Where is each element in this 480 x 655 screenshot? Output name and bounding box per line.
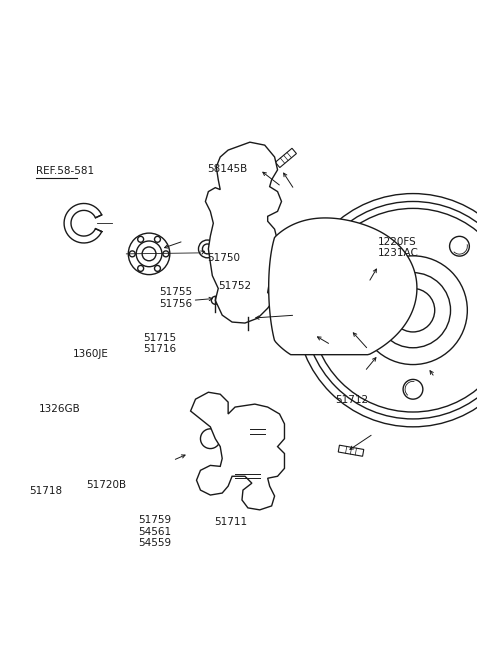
- Text: 51752: 51752: [219, 281, 252, 291]
- Text: REF.58-581: REF.58-581: [36, 166, 94, 176]
- Polygon shape: [191, 392, 285, 510]
- Text: 58145B: 58145B: [207, 164, 247, 174]
- Text: 1220FS
1231AC: 1220FS 1231AC: [378, 237, 419, 259]
- Text: 51715
51716: 51715 51716: [143, 333, 176, 354]
- Text: 1360JE: 1360JE: [73, 349, 109, 359]
- Text: 51711: 51711: [214, 517, 247, 527]
- Circle shape: [296, 194, 480, 427]
- Text: 51720B: 51720B: [86, 479, 126, 490]
- Polygon shape: [205, 142, 281, 323]
- Text: 51712: 51712: [335, 396, 368, 405]
- Polygon shape: [346, 307, 367, 317]
- Text: 51755
51756: 51755 51756: [159, 288, 192, 309]
- Polygon shape: [269, 218, 417, 354]
- Text: 1326GB: 1326GB: [39, 404, 81, 414]
- Text: 51750: 51750: [207, 253, 240, 263]
- Text: 51759
54561
54559: 51759 54561 54559: [138, 515, 171, 548]
- Text: 51718: 51718: [29, 486, 62, 496]
- Polygon shape: [276, 148, 297, 168]
- Polygon shape: [338, 445, 364, 457]
